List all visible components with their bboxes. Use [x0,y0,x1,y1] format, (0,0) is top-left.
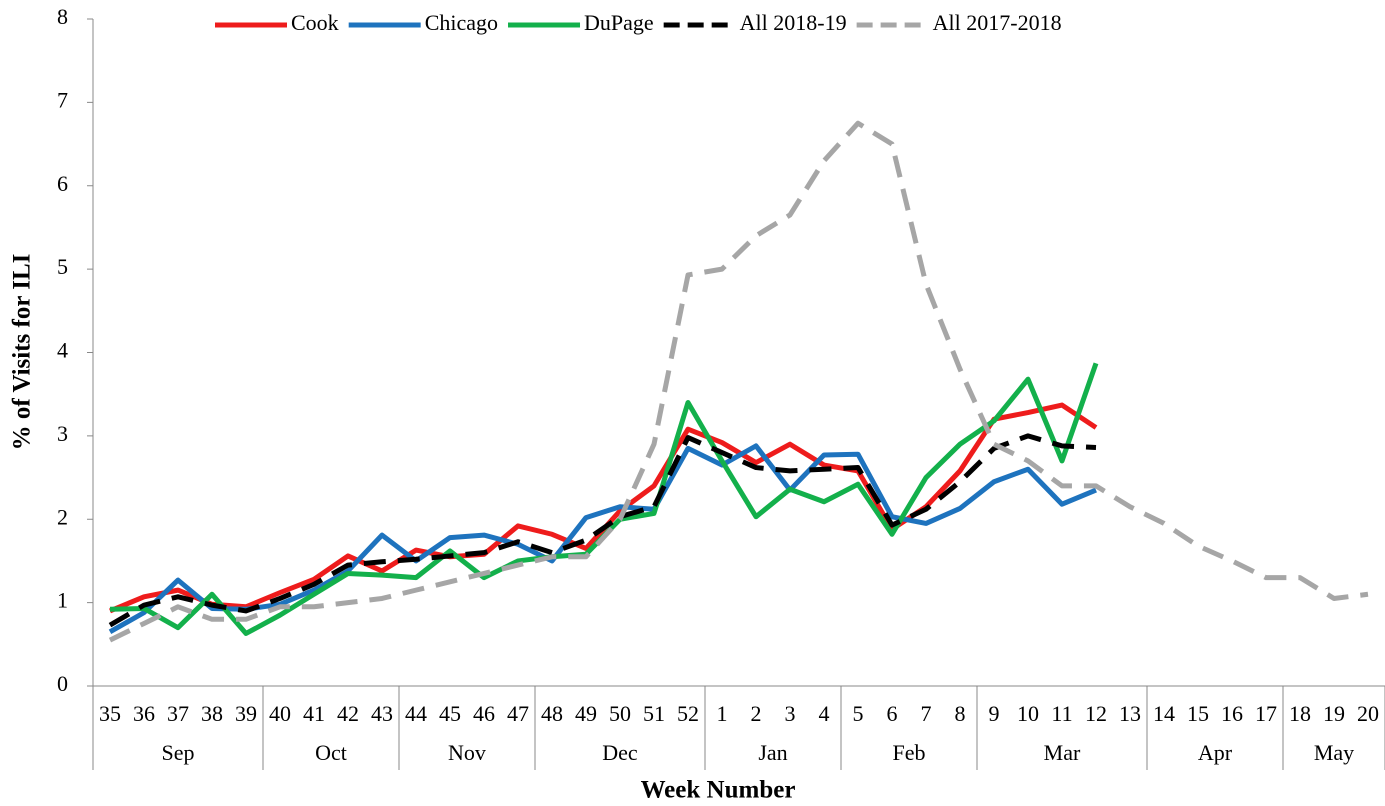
legend-label: Cook [291,10,339,35]
x-tick-label: 10 [1017,701,1039,726]
x-tick-label: 39 [235,701,257,726]
y-tick-label: 2 [57,504,68,529]
x-tick-label: 51 [643,701,665,726]
x-axis-title: Week Number [641,777,796,804]
y-tick-label: 7 [57,87,68,112]
x-tick-label: 6 [887,701,898,726]
x-group-label: Dec [602,740,638,765]
x-tick-label: 45 [439,701,461,726]
series-line [109,362,1099,636]
x-tick-label: 35 [99,701,121,726]
x-tick-label: 13 [1119,701,1141,726]
series-line [109,402,1098,614]
x-group-label: Nov [448,740,486,765]
x-tick-label: 50 [609,701,631,726]
y-tick-label: 5 [57,254,68,279]
x-tick-label: 20 [1357,701,1379,726]
y-tick-label: 8 [57,4,68,29]
y-tick-label: 4 [57,338,68,363]
legend-label: DuPage [584,10,654,35]
x-group-label: Sep [162,740,195,765]
x-tick-label: 11 [1051,701,1072,726]
x-tick-label: 49 [575,701,597,726]
x-tick-label: 40 [269,701,291,726]
x-tick-label: 16 [1221,701,1243,726]
x-tick-label: 2 [751,701,762,726]
y-tick-label: 3 [57,421,68,446]
x-tick-label: 43 [371,701,393,726]
x-tick-label: 9 [989,701,1000,726]
x-tick-label: 37 [167,701,189,726]
x-tick-label: 38 [201,701,223,726]
x-group-label: May [1314,740,1354,765]
series-line [108,443,1097,634]
x-tick-label: 19 [1323,701,1345,726]
y-tick-label: 6 [57,171,68,196]
x-tick-label: 52 [677,701,699,726]
x-tick-label: 4 [819,701,830,726]
x-tick-label: 7 [921,701,932,726]
legend-label: Chicago [425,10,498,35]
x-tick-label: 3 [785,701,796,726]
x-tick-label: 47 [507,701,529,726]
x-tick-label: 42 [337,701,359,726]
x-group-label: Apr [1198,740,1233,765]
series-line [108,120,1369,643]
x-tick-label: 44 [405,701,427,726]
x-tick-label: 36 [133,701,155,726]
x-tick-label: 18 [1289,701,1311,726]
x-tick-label: 1 [717,701,728,726]
x-tick-label: 8 [955,701,966,726]
x-tick-label: 15 [1187,701,1209,726]
y-axis-title: % of Visits for ILI [9,254,36,451]
legend-label: All 2018-19 [740,10,847,35]
legend-label: All 2017-2018 [933,10,1062,35]
x-tick-label: 17 [1255,701,1277,726]
x-group-label: Feb [893,740,926,765]
x-tick-label: 14 [1153,701,1175,726]
x-tick-label: 12 [1085,701,1107,726]
x-group-label: Oct [315,740,347,765]
x-tick-label: 41 [303,701,325,726]
x-tick-label: 46 [473,701,495,726]
x-group-label: Mar [1044,740,1081,765]
series-line [108,433,1097,628]
y-tick-label: 0 [57,671,68,696]
y-tick-label: 1 [57,588,68,613]
x-tick-label: 48 [541,701,563,726]
x-tick-label: 5 [853,701,864,726]
x-group-label: Jan [758,740,787,765]
